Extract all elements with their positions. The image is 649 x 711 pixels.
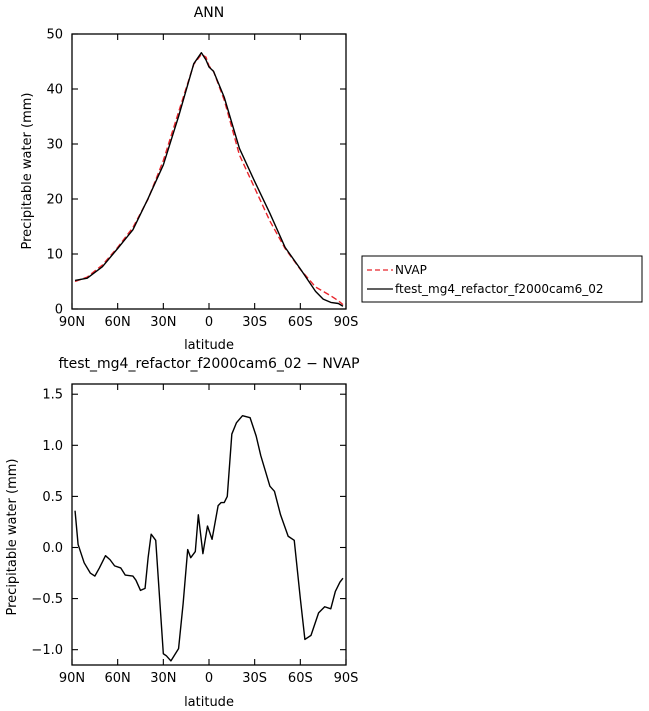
top-x-tick-label: 60S	[288, 315, 313, 330]
top-y-axis-title: Precipitable water (mm)	[20, 93, 35, 250]
top-x-tick-label: 0	[205, 315, 213, 330]
top-x-tick-label: 60N	[105, 315, 131, 330]
top-series-line-2	[74, 52, 344, 307]
legend-box	[361, 255, 643, 303]
top-x-tick-label: 30N	[150, 315, 176, 330]
top-chart-title: ANN	[194, 5, 225, 21]
bottom-y-tick-label: 1.0	[42, 439, 63, 454]
bottom-plot-frame	[71, 383, 347, 666]
top-chart-panel: ANN Precipitable water (mm) latitude 90N…	[20, 5, 358, 353]
bottom-x-tick-label: 0	[205, 671, 213, 686]
legend-label-model: ftest_mg4_refactor_f2000cam6_02	[395, 282, 604, 296]
top-series-line-1	[74, 53, 344, 306]
top-y-tick-label: 30	[46, 138, 63, 153]
legend: NVAP ftest_mg4_refactor_f2000cam6_02	[361, 255, 643, 303]
bottom-series-group	[74, 414, 344, 662]
top-y-tick-label: 0	[55, 303, 63, 318]
top-y-tick-label: 40	[46, 83, 63, 98]
bottom-y-tick-label: −1.0	[31, 643, 63, 658]
top-x-axis-title: latitude	[184, 338, 234, 353]
bottom-x-tick-label: 30N	[150, 671, 176, 686]
top-x-tick-label: 90N	[59, 315, 85, 330]
legend-label-nvap: NVAP	[395, 263, 427, 277]
bottom-x-tick-label: 60S	[288, 671, 313, 686]
top-y-tick-label: 10	[46, 248, 63, 263]
bottom-x-tick-label: 90S	[334, 671, 359, 686]
top-axis-ticks: 90N 60N 30N 0 30S 60S 90S 0 10 20 30 40 50	[46, 28, 358, 331]
top-plot-frame	[71, 33, 347, 310]
top-x-tick-label: 30S	[242, 315, 267, 330]
bottom-y-tick-label: 0.5	[42, 490, 63, 505]
bottom-chart-title: ftest_mg4_refactor_f2000cam6_02 − NVAP	[58, 356, 359, 372]
bottom-y-tick-label: 1.5	[42, 388, 63, 403]
bottom-axis-ticks: 90N 60N 30N 0 30S 60S 90S −1.0 −0.5 0.0 0.5 1.0 1.5	[31, 384, 358, 686]
bottom-series-line-1	[74, 414, 344, 662]
bottom-x-tick-label: 90N	[59, 671, 85, 686]
bottom-x-axis-title: latitude	[184, 695, 234, 710]
bottom-y-tick-label: −0.5	[31, 592, 63, 607]
bottom-chart-panel: ftest_mg4_refactor_f2000cam6_02 − NVAP P…	[5, 356, 360, 710]
top-series-group	[74, 52, 344, 307]
bottom-x-tick-label: 30S	[242, 671, 267, 686]
bottom-y-axis-title: Precipitable water (mm)	[5, 459, 20, 616]
top-y-tick-label: 50	[46, 28, 63, 43]
top-y-tick-label: 20	[46, 193, 63, 208]
bottom-x-tick-label: 60N	[105, 671, 131, 686]
top-x-tick-label: 90S	[334, 315, 359, 330]
bottom-y-tick-label: 0.0	[42, 541, 63, 556]
